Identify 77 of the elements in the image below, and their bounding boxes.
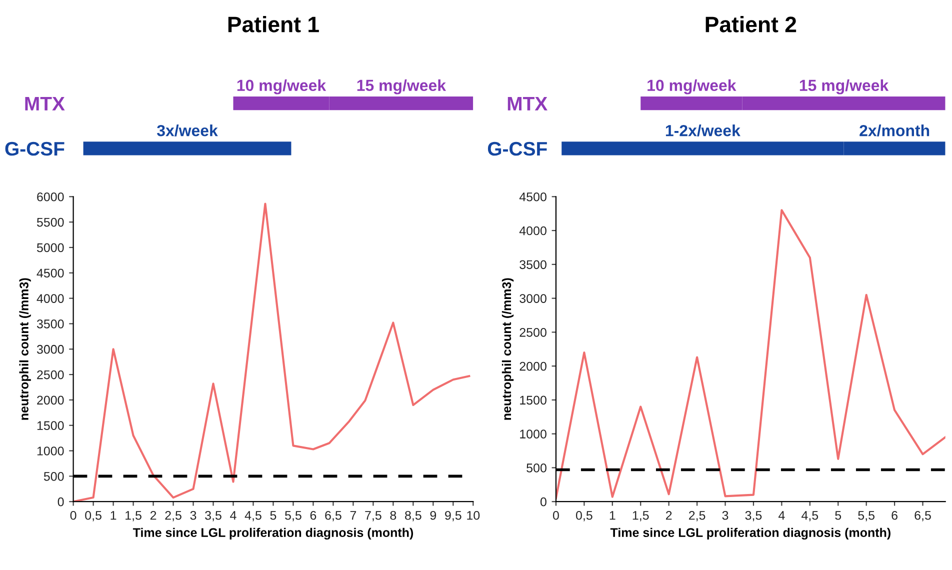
x-tick-label: 5 [270,511,276,520]
x-tick-label: 2 [150,510,156,520]
y-tick-label: 500 [44,472,64,481]
chart-title: Patient 2 [706,16,796,32]
y-tick-label: 2000 [520,362,546,371]
y-tick-label: MTX [508,96,548,110]
y-tick-label: 4000 [519,226,546,236]
x-tick-label: 8 [390,510,396,520]
y-tick-label: 4500 [519,192,546,202]
x-tick-label: 1,5 [632,511,649,522]
y-tick-label: G-CSF [488,142,547,156]
series-label: 1-2x/week [666,124,740,136]
y-tick-label: 3000 [36,344,64,354]
x-tick-label: 3 [190,510,196,520]
line-series [73,202,470,502]
x-tick-label: 5,5 [858,511,874,522]
series-label: 10 mg/week [237,79,326,94]
y-tick-label: 1500 [37,421,64,430]
x-tick-label: 0 [70,510,76,520]
line-series [556,209,946,500]
chart-title: Patient 1 [228,16,319,32]
x-tick-label: 1,5 [126,511,142,522]
x-tick-label: 4,5 [244,511,262,522]
y-tick-label: 2000 [37,396,64,405]
y-tick-label: G-CSF [5,142,64,156]
x-axis-title: Time since LGL proliferation diagnosis (month) [610,528,890,540]
x-tick-label: 3 [722,510,728,520]
y-tick-label: 3500 [36,320,64,328]
y-tick-label: 5500 [36,218,64,227]
x-tick-label: 7,5 [365,511,382,522]
x-tick-label: 2 [666,510,672,520]
x-tick-label: 2,5 [688,510,706,522]
y-tick-label: 3000 [520,294,546,303]
x-tick-label: 9,5 [445,510,462,522]
y-tick-label: 0 [58,497,64,506]
y-tick-label: 4500 [36,268,64,278]
x-tick-label: 3,5 [745,510,762,522]
x-tick-label: 6 [310,510,316,520]
y-tick-label: 2500 [520,328,546,337]
x-tick-label: 5 [835,511,842,520]
x-tick-label: 6,5 [325,510,342,522]
x-tick-label: 4,5 [802,511,818,522]
y-tick-label: 500 [526,464,546,472]
x-tick-label: 0,5 [576,510,592,522]
y-tick-label: 5000 [36,243,64,252]
x-tick-label: 7 [350,511,356,520]
x-tick-label: 0 [552,510,559,520]
y-tick-label: 2500 [37,370,64,380]
series-label: 2x/month [860,124,930,136]
y-tick-label: 4000 [36,294,64,303]
x-tick-label: 1 [110,511,116,520]
x-tick-label: 3,5 [205,510,222,522]
y-axis-title: neutrophil count (/mm3) [502,278,514,420]
x-axis-title: Time since LGL proliferation diagnosis (month) [132,528,414,540]
series-label: 15 mg/week [357,79,446,94]
x-tick-label: 5,5 [285,511,302,522]
x-tick-label: 8,5 [405,510,422,522]
x-tick-label: 6 [892,510,898,520]
y-tick-label: 3500 [520,260,546,270]
x-tick-label: 6,5 [914,510,931,522]
x-tick-label: 2,5 [165,510,182,522]
x-tick-label: 4 [778,511,785,520]
x-tick-label: 0,5 [85,510,102,522]
y-axis-title: neutrophil count (/mm3) [19,278,31,420]
series-label: 10 mg/week [648,79,736,94]
y-tick-label: 1000 [520,430,546,438]
series-label: 3x/week [156,124,218,136]
x-tick-label: 10 [467,510,480,520]
series-label: 15 mg/week [800,79,889,94]
x-tick-label: 9 [430,510,436,520]
y-tick-label: MTX [25,96,65,110]
x-tick-label: 4 [230,511,236,520]
x-tick-label: 1 [610,511,616,520]
y-tick-label: 1000 [37,446,64,456]
y-tick-label: 1500 [520,396,546,405]
y-tick-label: 6000 [37,192,64,202]
y-tick-label: 0 [540,497,546,506]
